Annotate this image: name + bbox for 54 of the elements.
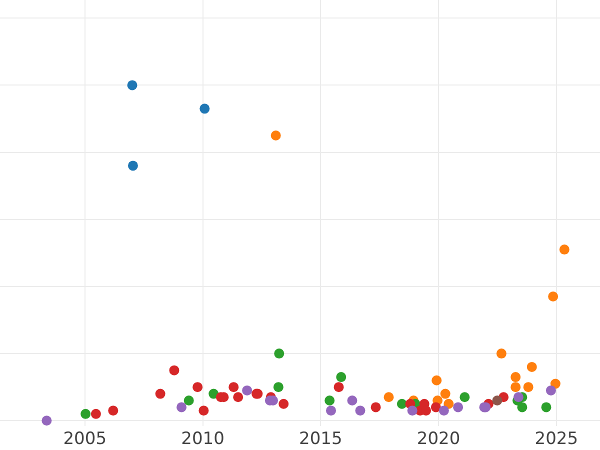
point	[233, 392, 244, 402]
point	[273, 382, 284, 392]
point	[155, 388, 166, 399]
point	[242, 385, 252, 396]
point	[546, 385, 556, 396]
point	[460, 392, 470, 402]
point	[198, 406, 209, 416]
point	[444, 398, 454, 409]
point	[336, 372, 346, 382]
point	[278, 398, 289, 409]
point	[127, 80, 138, 90]
point	[128, 160, 138, 171]
point	[80, 408, 91, 419]
point	[200, 104, 210, 114]
point	[347, 396, 358, 406]
point	[492, 396, 502, 406]
point	[440, 388, 450, 399]
point	[559, 244, 570, 255]
x-tick-label: 2005	[63, 429, 107, 449]
point	[370, 402, 381, 412]
point	[228, 382, 239, 392]
point	[270, 130, 281, 141]
point	[517, 402, 528, 412]
point	[396, 398, 407, 409]
point	[510, 372, 521, 382]
point	[432, 375, 442, 386]
point	[355, 406, 366, 416]
point	[324, 396, 335, 406]
point	[326, 406, 336, 416]
point	[192, 382, 203, 392]
point	[438, 406, 449, 416]
point	[407, 406, 418, 416]
point	[384, 392, 394, 402]
point	[108, 406, 118, 416]
point	[274, 348, 284, 359]
point	[496, 348, 506, 359]
x-tick-label: 2010	[181, 429, 224, 449]
point	[548, 292, 558, 302]
point	[42, 416, 52, 426]
x-tick-label: 2015	[298, 429, 342, 449]
point	[176, 402, 187, 412]
point	[541, 402, 552, 412]
point	[526, 362, 537, 372]
x-tick-label: 2020	[416, 429, 460, 449]
point	[453, 402, 464, 412]
point	[523, 382, 534, 392]
point	[334, 382, 344, 392]
x-tick-label: 2025	[534, 429, 578, 449]
point	[169, 365, 180, 376]
point	[184, 396, 194, 406]
point	[430, 402, 441, 412]
point	[513, 392, 524, 402]
point	[90, 408, 101, 419]
point	[510, 382, 521, 392]
